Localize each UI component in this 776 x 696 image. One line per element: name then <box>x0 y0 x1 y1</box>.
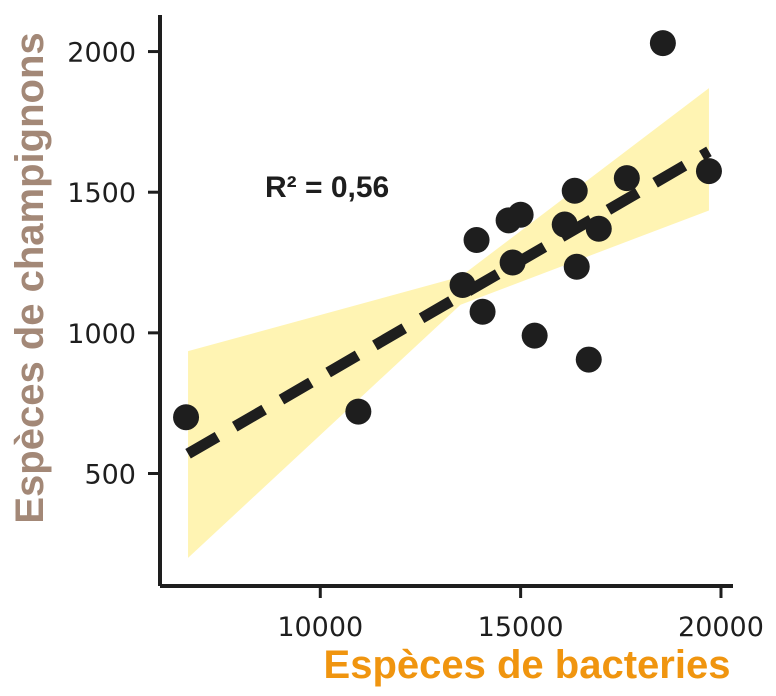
y-tick-label: 2000 <box>67 38 136 69</box>
y-axis-title: Espèces de champignons <box>8 32 52 523</box>
data-point <box>469 298 496 325</box>
data-point <box>449 272 476 299</box>
data-point <box>575 346 602 373</box>
data-point <box>561 177 588 204</box>
points-layer <box>173 30 722 431</box>
x-tick-label: 10000 <box>277 612 363 643</box>
data-point <box>463 227 490 254</box>
data-point <box>345 398 372 425</box>
confidence-band-layer <box>188 88 709 558</box>
trendline-layer <box>185 146 712 459</box>
data-point <box>613 165 640 192</box>
data-point <box>551 211 578 238</box>
confidence-band <box>188 88 709 558</box>
data-point <box>521 322 548 349</box>
y-tick-label: 1000 <box>67 319 136 350</box>
data-point <box>507 201 534 228</box>
x-tick-label: 15000 <box>478 612 564 643</box>
y-tick-label: 500 <box>84 459 136 490</box>
x-tick-label: 20000 <box>678 612 764 643</box>
y-tick-label: 1500 <box>67 178 136 209</box>
regression-line <box>185 146 712 459</box>
data-point <box>563 253 590 280</box>
x-axis-title: Espèces de bacteries <box>324 643 731 687</box>
data-point <box>173 404 200 431</box>
axes-layer: 10000 15000 20000 500 1000 1500 2000 <box>67 15 764 643</box>
data-point <box>649 30 676 57</box>
data-point <box>695 158 722 185</box>
data-point <box>585 215 612 242</box>
r-squared-annotation: R² = 0,56 <box>265 171 389 204</box>
data-point <box>499 249 526 276</box>
